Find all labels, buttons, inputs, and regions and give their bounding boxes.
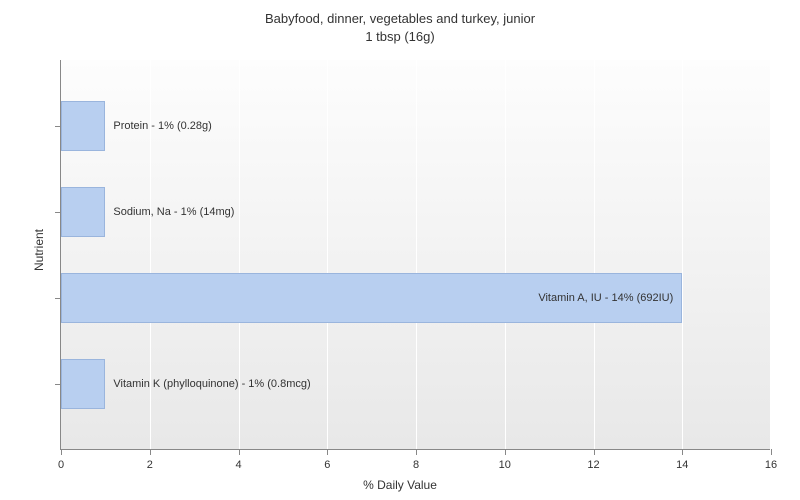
bar-label: Vitamin A, IU - 14% (692IU) [538,292,673,304]
bar [61,101,105,151]
bar-label: Vitamin K (phylloquinone) - 1% (0.8mcg) [113,378,310,390]
x-tick [682,449,683,455]
bar-label: Protein - 1% (0.28g) [113,120,211,132]
chart-title: Babyfood, dinner, vegetables and turkey,… [0,0,800,46]
x-tick [594,449,595,455]
gridline [682,60,683,449]
y-tick [55,298,61,299]
x-tick-label: 16 [765,459,777,471]
x-tick-label: 14 [676,459,688,471]
x-tick [150,449,151,455]
x-tick [771,449,772,455]
x-tick-label: 0 [58,459,64,471]
x-tick [327,449,328,455]
gridline [239,60,240,449]
x-tick-label: 12 [587,459,599,471]
bar [61,187,105,237]
x-axis-label: % Daily Value [363,478,437,492]
x-tick-label: 10 [499,459,511,471]
gridline [594,60,595,449]
y-tick [55,384,61,385]
x-tick-label: 8 [413,459,419,471]
y-axis-label: Nutrient [32,229,46,271]
y-tick [55,212,61,213]
x-tick [239,449,240,455]
gridline [327,60,328,449]
x-tick-label: 6 [324,459,330,471]
x-tick-label: 2 [147,459,153,471]
nutrient-chart: Babyfood, dinner, vegetables and turkey,… [0,0,800,500]
title-line-1: Babyfood, dinner, vegetables and turkey,… [265,11,535,26]
x-tick [416,449,417,455]
gridline [416,60,417,449]
title-line-2: 1 tbsp (16g) [365,29,434,44]
x-tick-label: 4 [235,459,241,471]
plot-area: 0246810121416Protein - 1% (0.28g)Sodium,… [60,60,770,450]
bar [61,359,105,409]
x-tick [505,449,506,455]
bar-label: Sodium, Na - 1% (14mg) [113,206,234,218]
gridline [771,60,772,449]
gridline [505,60,506,449]
y-tick [55,126,61,127]
gridline [150,60,151,449]
x-tick [61,449,62,455]
